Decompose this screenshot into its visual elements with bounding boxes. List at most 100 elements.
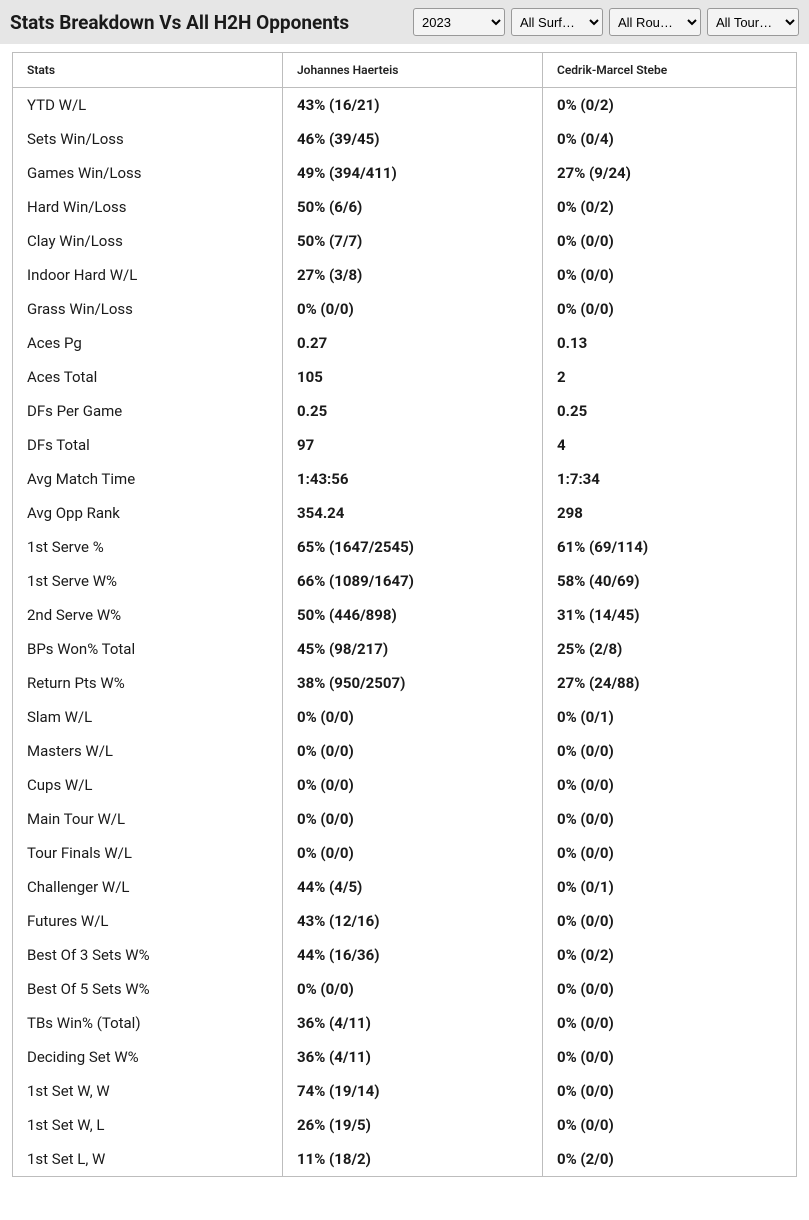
year-select[interactable]: 2023	[413, 8, 505, 36]
surface-select[interactable]: All Surf…	[511, 8, 603, 36]
player1-value: 74% (19/14)	[283, 1074, 543, 1108]
table-row: Futures W/L43% (12/16)0% (0/0)	[13, 904, 797, 938]
player1-value: 50% (7/7)	[283, 224, 543, 258]
table-row: Sets Win/Loss46% (39/45)0% (0/4)	[13, 122, 797, 156]
stat-label: YTD W/L	[13, 88, 283, 123]
player2-value: 31% (14/45)	[543, 598, 797, 632]
stat-label: Challenger W/L	[13, 870, 283, 904]
table-row: Slam W/L0% (0/0)0% (0/1)	[13, 700, 797, 734]
player1-value: 44% (4/5)	[283, 870, 543, 904]
stat-label: 2nd Serve W%	[13, 598, 283, 632]
table-row: Best Of 3 Sets W%44% (16/36)0% (0/2)	[13, 938, 797, 972]
table-row: 1st Set L, W11% (18/2)0% (2/0)	[13, 1142, 797, 1177]
stat-label: DFs Per Game	[13, 394, 283, 428]
table-row: 1st Serve %65% (1647/2545)61% (69/114)	[13, 530, 797, 564]
stat-label: Indoor Hard W/L	[13, 258, 283, 292]
player1-value: 354.24	[283, 496, 543, 530]
stat-label: Main Tour W/L	[13, 802, 283, 836]
table-row: 1st Set W, W74% (19/14)0% (0/0)	[13, 1074, 797, 1108]
player1-value: 0% (0/0)	[283, 972, 543, 1006]
player1-value: 0% (0/0)	[283, 292, 543, 326]
col-header-stats: Stats	[13, 53, 283, 88]
stat-label: 1st Set L, W	[13, 1142, 283, 1177]
player2-value: 61% (69/114)	[543, 530, 797, 564]
player1-value: 49% (394/411)	[283, 156, 543, 190]
player1-value: 46% (39/45)	[283, 122, 543, 156]
stat-label: Masters W/L	[13, 734, 283, 768]
table-row: Grass Win/Loss0% (0/0)0% (0/0)	[13, 292, 797, 326]
player2-value: 0.13	[543, 326, 797, 360]
player1-value: 97	[283, 428, 543, 462]
stat-label: 1st Set W, W	[13, 1074, 283, 1108]
stat-label: Futures W/L	[13, 904, 283, 938]
stat-label: Best Of 3 Sets W%	[13, 938, 283, 972]
stat-label: Grass Win/Loss	[13, 292, 283, 326]
table-row: Main Tour W/L0% (0/0)0% (0/0)	[13, 802, 797, 836]
stat-label: 1st Set W, L	[13, 1108, 283, 1142]
player2-value: 0% (0/4)	[543, 122, 797, 156]
col-header-player2: Cedrik-Marcel Stebe	[543, 53, 797, 88]
player2-value: 0% (0/2)	[543, 938, 797, 972]
stat-label: Cups W/L	[13, 768, 283, 802]
stat-label: Tour Finals W/L	[13, 836, 283, 870]
table-row: DFs Total974	[13, 428, 797, 462]
player1-value: 0% (0/0)	[283, 836, 543, 870]
table-row: Games Win/Loss49% (394/411)27% (9/24)	[13, 156, 797, 190]
player1-value: 0% (0/0)	[283, 768, 543, 802]
player2-value: 0.25	[543, 394, 797, 428]
player2-value: 298	[543, 496, 797, 530]
stat-label: Aces Total	[13, 360, 283, 394]
player2-value: 27% (24/88)	[543, 666, 797, 700]
player2-value: 0% (0/0)	[543, 1040, 797, 1074]
table-row: BPs Won% Total45% (98/217)25% (2/8)	[13, 632, 797, 666]
table-row: YTD W/L43% (16/21)0% (0/2)	[13, 88, 797, 123]
player1-value: 0% (0/0)	[283, 734, 543, 768]
stat-label: Aces Pg	[13, 326, 283, 360]
player2-value: 0% (0/0)	[543, 768, 797, 802]
col-header-player1: Johannes Haerteis	[283, 53, 543, 88]
player2-value: 0% (2/0)	[543, 1142, 797, 1177]
player2-value: 0% (0/1)	[543, 700, 797, 734]
table-row: Indoor Hard W/L27% (3/8)0% (0/0)	[13, 258, 797, 292]
round-select[interactable]: All Rou…	[609, 8, 701, 36]
stat-label: 1st Serve %	[13, 530, 283, 564]
player2-value: 0% (0/0)	[543, 292, 797, 326]
player1-value: 44% (16/36)	[283, 938, 543, 972]
stat-label: Deciding Set W%	[13, 1040, 283, 1074]
table-row: Tour Finals W/L0% (0/0)0% (0/0)	[13, 836, 797, 870]
player2-value: 4	[543, 428, 797, 462]
table-row: DFs Per Game0.250.25	[13, 394, 797, 428]
stats-table-wrap: Stats Johannes Haerteis Cedrik-Marcel St…	[0, 44, 809, 1189]
player2-value: 0% (0/0)	[543, 904, 797, 938]
player2-value: 0% (0/0)	[543, 802, 797, 836]
player1-value: 0% (0/0)	[283, 802, 543, 836]
stat-label: Avg Match Time	[13, 462, 283, 496]
tour-select[interactable]: All Tour…	[707, 8, 799, 36]
player1-value: 36% (4/11)	[283, 1006, 543, 1040]
table-row: Return Pts W%38% (950/2507)27% (24/88)	[13, 666, 797, 700]
player1-value: 11% (18/2)	[283, 1142, 543, 1177]
player2-value: 27% (9/24)	[543, 156, 797, 190]
player2-value: 0% (0/0)	[543, 1006, 797, 1040]
table-row: Hard Win/Loss50% (6/6)0% (0/2)	[13, 190, 797, 224]
table-row: Avg Match Time1:43:561:7:34	[13, 462, 797, 496]
stat-label: Return Pts W%	[13, 666, 283, 700]
player2-value: 0% (0/0)	[543, 1074, 797, 1108]
stat-label: BPs Won% Total	[13, 632, 283, 666]
filters-header: Stats Breakdown Vs All H2H Opponents 202…	[0, 0, 809, 44]
player1-value: 0.27	[283, 326, 543, 360]
player2-value: 1:7:34	[543, 462, 797, 496]
page-title: Stats Breakdown Vs All H2H Opponents	[10, 11, 407, 34]
player1-value: 38% (950/2507)	[283, 666, 543, 700]
stat-label: Slam W/L	[13, 700, 283, 734]
player1-value: 43% (12/16)	[283, 904, 543, 938]
player1-value: 36% (4/11)	[283, 1040, 543, 1074]
table-row: Aces Pg0.270.13	[13, 326, 797, 360]
player2-value: 58% (40/69)	[543, 564, 797, 598]
player2-value: 2	[543, 360, 797, 394]
player1-value: 50% (446/898)	[283, 598, 543, 632]
table-row: Clay Win/Loss50% (7/7)0% (0/0)	[13, 224, 797, 258]
stat-label: 1st Serve W%	[13, 564, 283, 598]
table-row: 1st Serve W%66% (1089/1647)58% (40/69)	[13, 564, 797, 598]
player1-value: 0.25	[283, 394, 543, 428]
